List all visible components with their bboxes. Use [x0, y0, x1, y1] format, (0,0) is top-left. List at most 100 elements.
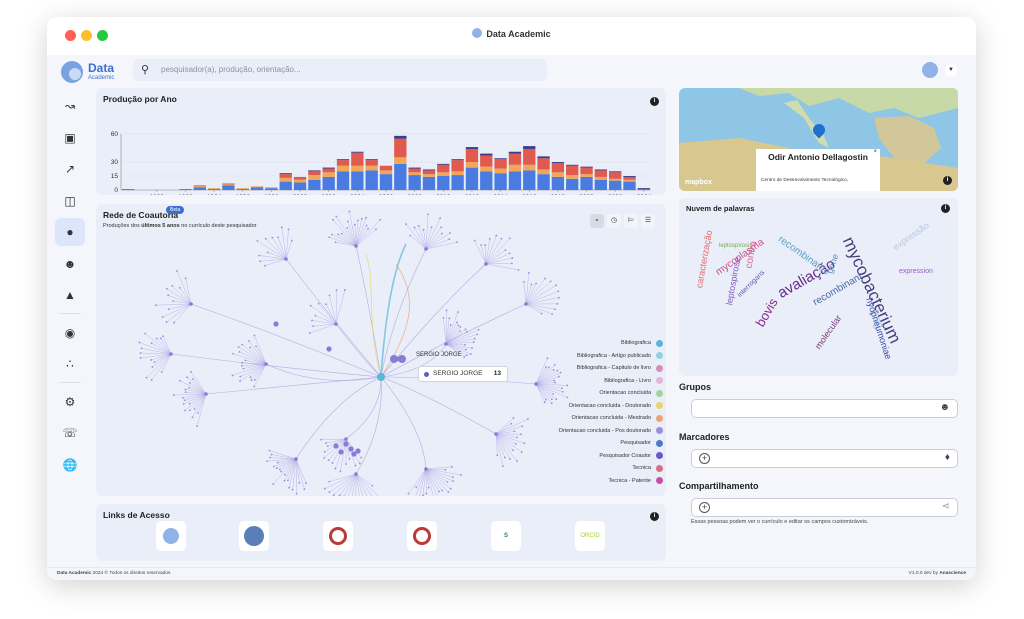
network-edge [445, 329, 466, 345]
share-icon[interactable]: ⋖ [941, 501, 950, 512]
sidebar-item-world[interactable]: 🌐 [55, 451, 85, 479]
scielo-link[interactable]: S [491, 521, 521, 551]
sidebar-item-group[interactable]: ∴ [55, 350, 85, 378]
network-edge [151, 353, 172, 361]
network-node [551, 313, 554, 315]
network-edge [168, 303, 192, 310]
network-edge [336, 216, 357, 247]
legend-item[interactable]: Bibliografica [551, 337, 663, 350]
markers-field[interactable]: + ♦ [691, 449, 958, 468]
bar-segment [379, 170, 393, 175]
info-icon-links[interactable]: i [650, 512, 659, 521]
sharing-field[interactable]: + ⋖ [691, 498, 958, 517]
sidebar-item-user[interactable]: ◉ [55, 319, 85, 347]
legend-item[interactable]: Orientacao concluida - Pos doutorado [551, 425, 663, 438]
network-edge [425, 468, 451, 489]
legend-item[interactable]: Bibliografica - Artigo publicado [551, 350, 663, 363]
close-icon[interactable]: × [873, 149, 877, 155]
network-node [241, 343, 244, 346]
legend-dot [656, 364, 663, 372]
cloud-word[interactable]: molecular [812, 313, 844, 351]
cloud-word[interactable]: caracterização [694, 229, 715, 289]
bar-segment [494, 158, 507, 160]
word-cloud-card: Nuvem de palavras i mycobacterium avaliaç… [679, 198, 958, 376]
sidebar-divider-2 [59, 381, 81, 383]
user-avatar[interactable] [922, 62, 938, 78]
cloud-word[interactable]: interrogans [736, 269, 767, 299]
network-graph[interactable] [96, 204, 666, 496]
word-cloud-info-icon[interactable]: i [941, 204, 950, 213]
bar-segment [408, 172, 421, 176]
sidebar-item-person[interactable]: ● [55, 218, 85, 246]
network-subtitle: Produções dos últimos 5 anos no currícul… [103, 223, 256, 229]
legend-item[interactable]: Tecnica - Patente [551, 475, 663, 488]
network-node [484, 244, 486, 247]
legend-item[interactable]: Orientacao concluida [551, 387, 663, 400]
legend-item[interactable]: Orientacao concluida - Mestrado [551, 412, 663, 425]
clock-view-button[interactable]: ◷ [607, 214, 621, 228]
cloud-word[interactable]: expression [899, 268, 933, 275]
sidebar-item-shapes[interactable]: ▲ [55, 281, 85, 309]
network-edge [525, 281, 551, 305]
cloud-word[interactable]: expressão [891, 220, 931, 253]
chat-link[interactable] [239, 521, 269, 551]
data-academic-link[interactable] [156, 521, 186, 551]
hierarchy-view-button[interactable]: ⊨ [624, 214, 638, 228]
network-edge [196, 393, 207, 427]
sidebar-item-stats[interactable]: ↝ [55, 92, 85, 120]
cloud-word[interactable]: leptospirosis [719, 243, 753, 249]
add-icon-2[interactable]: + [699, 502, 710, 513]
search-bar[interactable]: ⚲ pesquisador(a), produção, orientação..… [133, 59, 547, 81]
sidebar-item-globe-person[interactable]: ☻ [55, 250, 85, 278]
graph-view-button[interactable]: ∘ [590, 214, 604, 228]
network-edge [279, 458, 297, 470]
legend-item[interactable]: Orientacao concluida - Doutorado [551, 400, 663, 413]
lattes-link-2[interactable] [407, 521, 437, 551]
legend-item[interactable]: Pesquisador Coautor [551, 450, 663, 463]
cloud-word[interactable]: bovis [752, 295, 781, 330]
network-edge [267, 458, 297, 462]
network-node [197, 412, 199, 414]
sidebar-item-dashboard[interactable]: ▣ [55, 124, 85, 152]
lattes-logo-icon [329, 527, 347, 545]
legend-item[interactable]: Pesquisador [551, 437, 663, 450]
network-edge [445, 343, 467, 356]
bar-segment [207, 189, 221, 190]
close-window-button[interactable] [65, 30, 76, 41]
mapbox-attribution[interactable]: mapbox [685, 179, 712, 186]
network-node [545, 398, 547, 401]
bar-segment [523, 164, 536, 171]
bar-segment [465, 148, 479, 162]
groups-field[interactable]: ☻ [691, 399, 958, 418]
sidebar-item-support[interactable]: ☏ [55, 419, 85, 447]
search-input[interactable]: pesquisador(a), produção, orientação... [161, 65, 301, 74]
network-node [520, 433, 522, 436]
info-icon[interactable]: i [650, 97, 659, 106]
orcid-link[interactable]: ORCID [575, 521, 605, 551]
bar-segment [566, 178, 579, 190]
bar-segment [508, 171, 522, 190]
bar-segment [279, 174, 292, 178]
map-info-icon[interactable]: i [943, 176, 952, 185]
maximize-window-button[interactable] [97, 30, 108, 41]
brand[interactable]: Data Academic [61, 61, 114, 83]
legend-item[interactable]: Bibliografica - Capitulo de livro [551, 362, 663, 375]
footer-left: Data Academic 2024 © Todos os direitos r… [57, 571, 170, 576]
sidebar-item-trend[interactable]: ↗ [55, 155, 85, 183]
sidebar-item-map[interactable]: ◫ [55, 187, 85, 215]
minimize-window-button[interactable] [81, 30, 92, 41]
network-node [275, 467, 278, 470]
location-map[interactable]: mapbox i × Odir Antonio Dellagostin Cent… [679, 88, 958, 191]
network-edge [272, 458, 297, 485]
add-icon[interactable]: + [699, 453, 710, 464]
production-card: Produção por Ano i 0 15 30 60 1990 1992 1994 19… [96, 88, 666, 195]
network-edge [255, 346, 267, 365]
legend-item[interactable]: Bibliografica - Livro [551, 375, 663, 388]
list-view-button[interactable]: ☰ [641, 214, 655, 228]
chevron-down-icon[interactable]: ▼ [945, 64, 957, 76]
network-edge [474, 240, 487, 265]
network-node [188, 402, 191, 405]
legend-item[interactable]: Tecnica [551, 462, 663, 475]
sidebar-item-settings[interactable]: ⚙ [55, 388, 85, 416]
lattes-link[interactable] [323, 521, 353, 551]
